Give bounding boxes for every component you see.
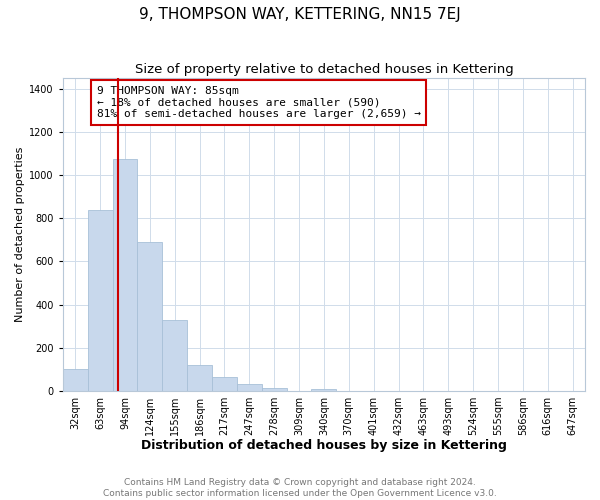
Bar bbox=[237, 384, 262, 391]
Bar bbox=[262, 388, 287, 391]
Bar bbox=[88, 210, 113, 391]
Title: Size of property relative to detached houses in Kettering: Size of property relative to detached ho… bbox=[134, 62, 513, 76]
Bar bbox=[311, 389, 337, 391]
Bar bbox=[113, 159, 137, 391]
Text: 9 THOMPSON WAY: 85sqm
← 18% of detached houses are smaller (590)
81% of semi-det: 9 THOMPSON WAY: 85sqm ← 18% of detached … bbox=[97, 86, 421, 119]
Bar bbox=[212, 378, 237, 391]
Text: 9, THOMPSON WAY, KETTERING, NN15 7EJ: 9, THOMPSON WAY, KETTERING, NN15 7EJ bbox=[139, 8, 461, 22]
Text: Contains HM Land Registry data © Crown copyright and database right 2024.
Contai: Contains HM Land Registry data © Crown c… bbox=[103, 478, 497, 498]
Y-axis label: Number of detached properties: Number of detached properties bbox=[15, 147, 25, 322]
X-axis label: Distribution of detached houses by size in Kettering: Distribution of detached houses by size … bbox=[141, 440, 507, 452]
Bar bbox=[137, 242, 162, 391]
Bar bbox=[187, 365, 212, 391]
Bar bbox=[63, 370, 88, 391]
Bar bbox=[162, 320, 187, 391]
